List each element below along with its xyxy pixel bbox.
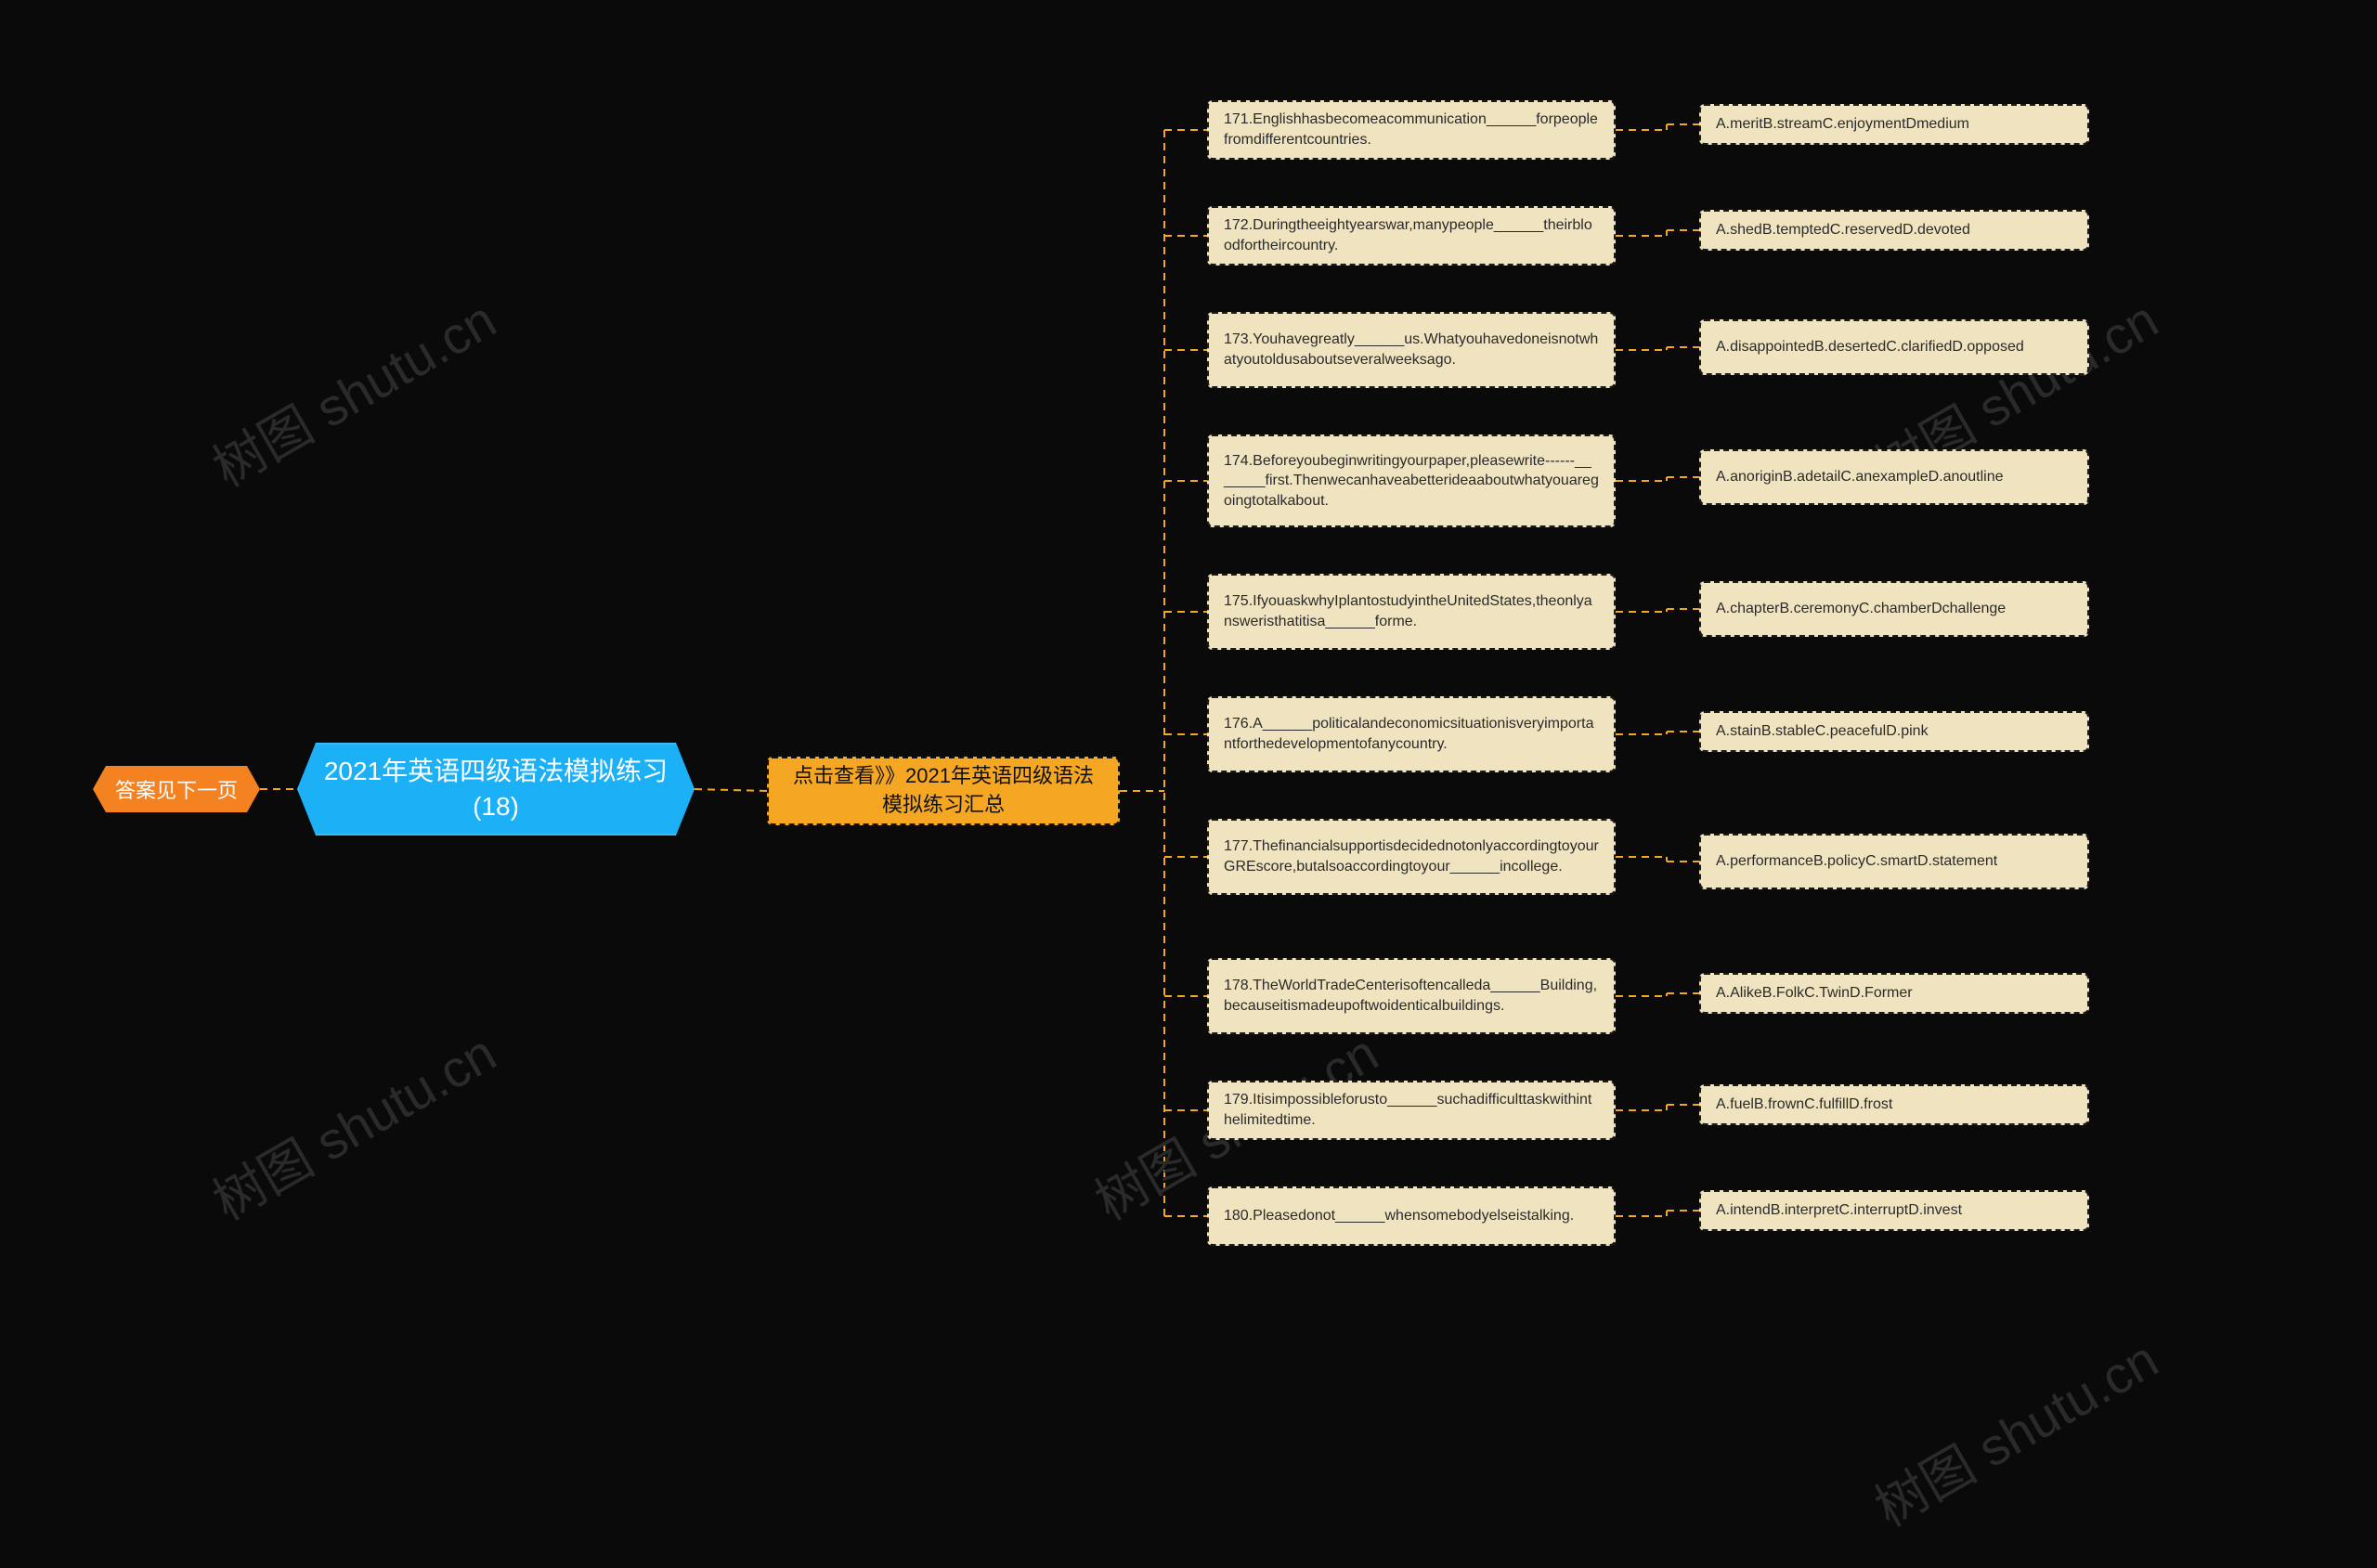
options-node[interactable]: A.meritB.streamC.enjoymentDmedium [1699, 104, 2089, 145]
watermark: 树图 shutu.cn [1859, 1319, 2169, 1542]
options-text: A.AlikeB.FolkC.TwinD.Former [1716, 983, 1913, 1004]
options-text: A.disappointedB.desertedC.clarifiedD.opp… [1716, 337, 2024, 357]
options-node[interactable]: A.shedB.temptedC.reservedD.devoted [1699, 210, 2089, 251]
summary-link-label: 点击查看》》2021年英语四级语法模拟练习汇总 [784, 762, 1103, 820]
root-node[interactable]: 2021年英语四级语法模拟练习(18) [297, 743, 695, 836]
watermark: 树图 shutu.cn [197, 279, 507, 502]
question-node[interactable]: 174.Beforeyoubeginwritingyourpaper,pleas… [1207, 434, 1616, 527]
question-node[interactable]: 176.A______politicalandeconomicsituation… [1207, 696, 1616, 772]
question-node[interactable]: 180.Pleasedonot______whensomebodyelseist… [1207, 1186, 1616, 1246]
question-text: 176.A______politicalandeconomicsituation… [1224, 714, 1599, 754]
options-node[interactable]: A.anoriginB.adetailC.anexampleD.anoutlin… [1699, 449, 2089, 505]
answer-page-label: 答案见下一页 [115, 774, 238, 804]
options-node[interactable]: A.stainB.stableC.peacefulD.pink [1699, 711, 2089, 752]
question-text: 172.Duringtheeightyearswar,manypeople___… [1224, 215, 1599, 255]
options-node[interactable]: A.performanceB.policyC.smartD.statement [1699, 834, 2089, 889]
question-node[interactable]: 175.IfyouaskwhyIplantostudyintheUnitedSt… [1207, 574, 1616, 650]
question-node[interactable]: 172.Duringtheeightyearswar,manypeople___… [1207, 206, 1616, 266]
options-text: A.intendB.interpretC.interruptD.invest [1716, 1200, 1962, 1221]
options-text: A.shedB.temptedC.reservedD.devoted [1716, 220, 1970, 240]
options-text: A.chapterB.ceremonyC.chamberDchallenge [1716, 599, 2006, 619]
root-label: 2021年英语四级语法模拟练习(18) [312, 754, 680, 824]
options-text: A.performanceB.policyC.smartD.statement [1716, 851, 1997, 872]
question-text: 179.Itisimpossibleforusto______suchadiff… [1224, 1090, 1599, 1130]
question-text: 173.Youhavegreatly______us.Whatyouhavedo… [1224, 330, 1599, 369]
question-text: 177.Thefinancialsupportisdecidednotonlya… [1224, 836, 1599, 876]
options-text: A.meritB.streamC.enjoymentDmedium [1716, 114, 1969, 135]
question-node[interactable]: 178.TheWorldTradeCenterisoftencalleda___… [1207, 958, 1616, 1034]
options-text: A.fuelB.frownC.fulfillD.frost [1716, 1095, 1892, 1115]
options-text: A.stainB.stableC.peacefulD.pink [1716, 721, 1929, 742]
watermark: 树图 shutu.cn [197, 1013, 507, 1236]
question-node[interactable]: 171.Englishhasbecomeacommunication______… [1207, 100, 1616, 160]
question-node[interactable]: 179.Itisimpossibleforusto______suchadiff… [1207, 1081, 1616, 1140]
question-text: 175.IfyouaskwhyIplantostudyintheUnitedSt… [1224, 591, 1599, 631]
options-node[interactable]: A.fuelB.frownC.fulfillD.frost [1699, 1084, 2089, 1125]
options-text: A.anoriginB.adetailC.anexampleD.anoutlin… [1716, 467, 2004, 487]
question-node[interactable]: 173.Youhavegreatly______us.Whatyouhavedo… [1207, 312, 1616, 388]
options-node[interactable]: A.disappointedB.desertedC.clarifiedD.opp… [1699, 319, 2089, 375]
question-text: 174.Beforeyoubeginwritingyourpaper,pleas… [1224, 451, 1599, 512]
question-text: 171.Englishhasbecomeacommunication______… [1224, 110, 1599, 149]
question-text: 180.Pleasedonot______whensomebodyelseist… [1224, 1206, 1574, 1226]
options-node[interactable]: A.chapterB.ceremonyC.chamberDchallenge [1699, 581, 2089, 637]
question-text: 178.TheWorldTradeCenterisoftencalleda___… [1224, 976, 1599, 1016]
summary-link-node[interactable]: 点击查看》》2021年英语四级语法模拟练习汇总 [767, 757, 1120, 825]
question-node[interactable]: 177.Thefinancialsupportisdecidednotonlya… [1207, 819, 1616, 895]
options-node[interactable]: A.AlikeB.FolkC.TwinD.Former [1699, 973, 2089, 1014]
options-node[interactable]: A.intendB.interpretC.interruptD.invest [1699, 1190, 2089, 1231]
answer-page-node[interactable]: 答案见下一页 [93, 766, 260, 812]
